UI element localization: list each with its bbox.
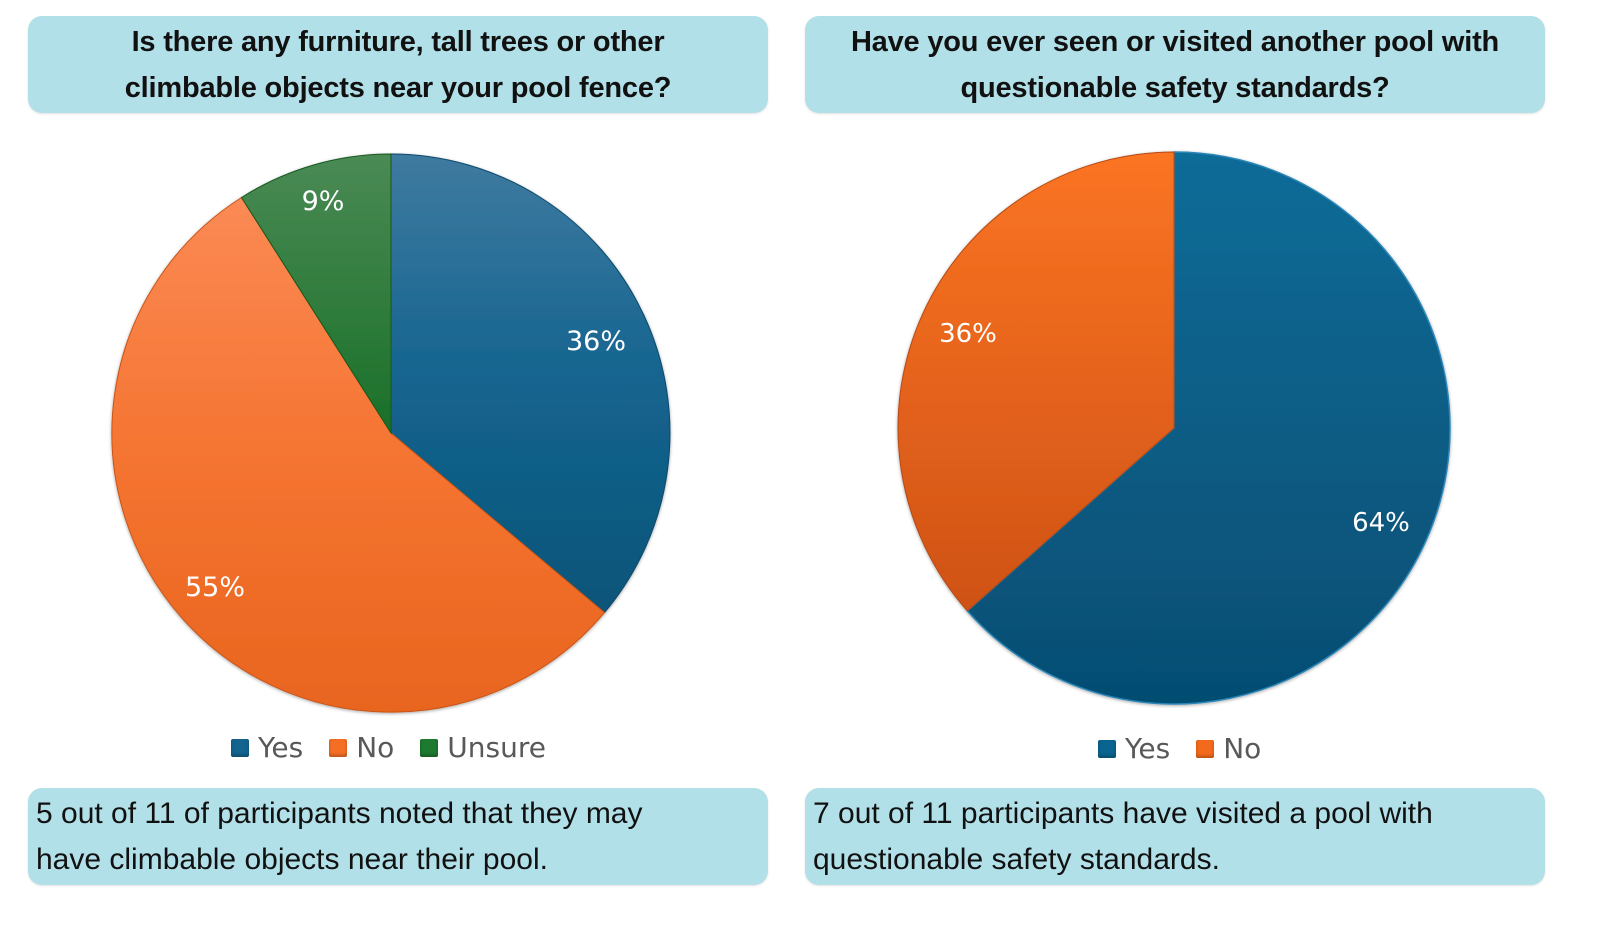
right-label-yes: 64% [1352,508,1410,538]
legend-item-unsure[interactable]: Unsure [420,731,546,764]
right-legend: Yes No [1098,732,1261,765]
left-slice-yes[interactable] [390,153,671,614]
legend-label-yes: Yes [258,731,304,764]
left-chart-title-box: Is there any furniture, tall trees or ot… [28,16,768,113]
right-slice-no[interactable] [897,151,1175,612]
legend-swatch-unsure-icon [420,738,439,757]
legend-item-no[interactable]: No [329,731,394,764]
left-title-line-2: climbable objects near your pool fence? [124,71,672,104]
left-note-line-1: 5 out of 11 of participants noted that t… [36,796,643,830]
right-note-line-2: questionable safety standards. [813,842,1220,876]
left-note: 5 out of 11 of participants noted that t… [28,791,643,883]
left-slice-unsure[interactable] [240,153,392,435]
left-title-line-1: Is there any furniture, tall trees or ot… [131,25,665,58]
legend-swatch-no-icon [329,738,348,757]
left-pie [111,153,671,713]
legend-item-no[interactable]: No [1196,732,1261,765]
legend-label-no: No [1223,732,1262,765]
right-slice-yes[interactable] [966,151,1451,705]
right-title-line-1: Have you ever seen or visited another po… [850,25,1500,58]
right-title-line-2: questionable safety standards? [960,71,1390,104]
left-label-no: 55% [185,572,245,603]
legend-swatch-yes-icon [231,738,249,757]
left-note-line-2: have climbable objects near their pool. [36,842,548,876]
left-note-box: 5 out of 11 of participants noted that t… [28,788,768,885]
right-note-line-1: 7 out of 11 participants have visited a … [813,796,1433,830]
left-slice-no[interactable] [111,196,606,713]
left-label-unsure: 9% [302,186,345,217]
legend-label-unsure: Unsure [447,731,546,764]
right-note-box: 7 out of 11 participants have visited a … [805,788,1545,885]
right-label-no: 36% [939,319,997,349]
left-label-yes: 36% [566,326,626,357]
right-note: 7 out of 11 participants have visited a … [805,791,1433,883]
legend-swatch-yes-icon [1098,739,1116,758]
left-chart-title: Is there any furniture, tall trees or ot… [125,19,672,111]
right-pie [897,151,1451,705]
legend-label-no: No [356,731,395,764]
legend-label-yes: Yes [1125,732,1171,765]
legend-item-yes[interactable]: Yes [1098,732,1170,765]
left-legend: Yes No Unsure [231,731,546,764]
legend-item-yes[interactable]: Yes [231,731,303,764]
right-chart-title: Have you ever seen or visited another po… [851,19,1499,111]
right-chart-title-box: Have you ever seen or visited another po… [805,16,1545,113]
legend-swatch-no-icon [1196,739,1215,758]
